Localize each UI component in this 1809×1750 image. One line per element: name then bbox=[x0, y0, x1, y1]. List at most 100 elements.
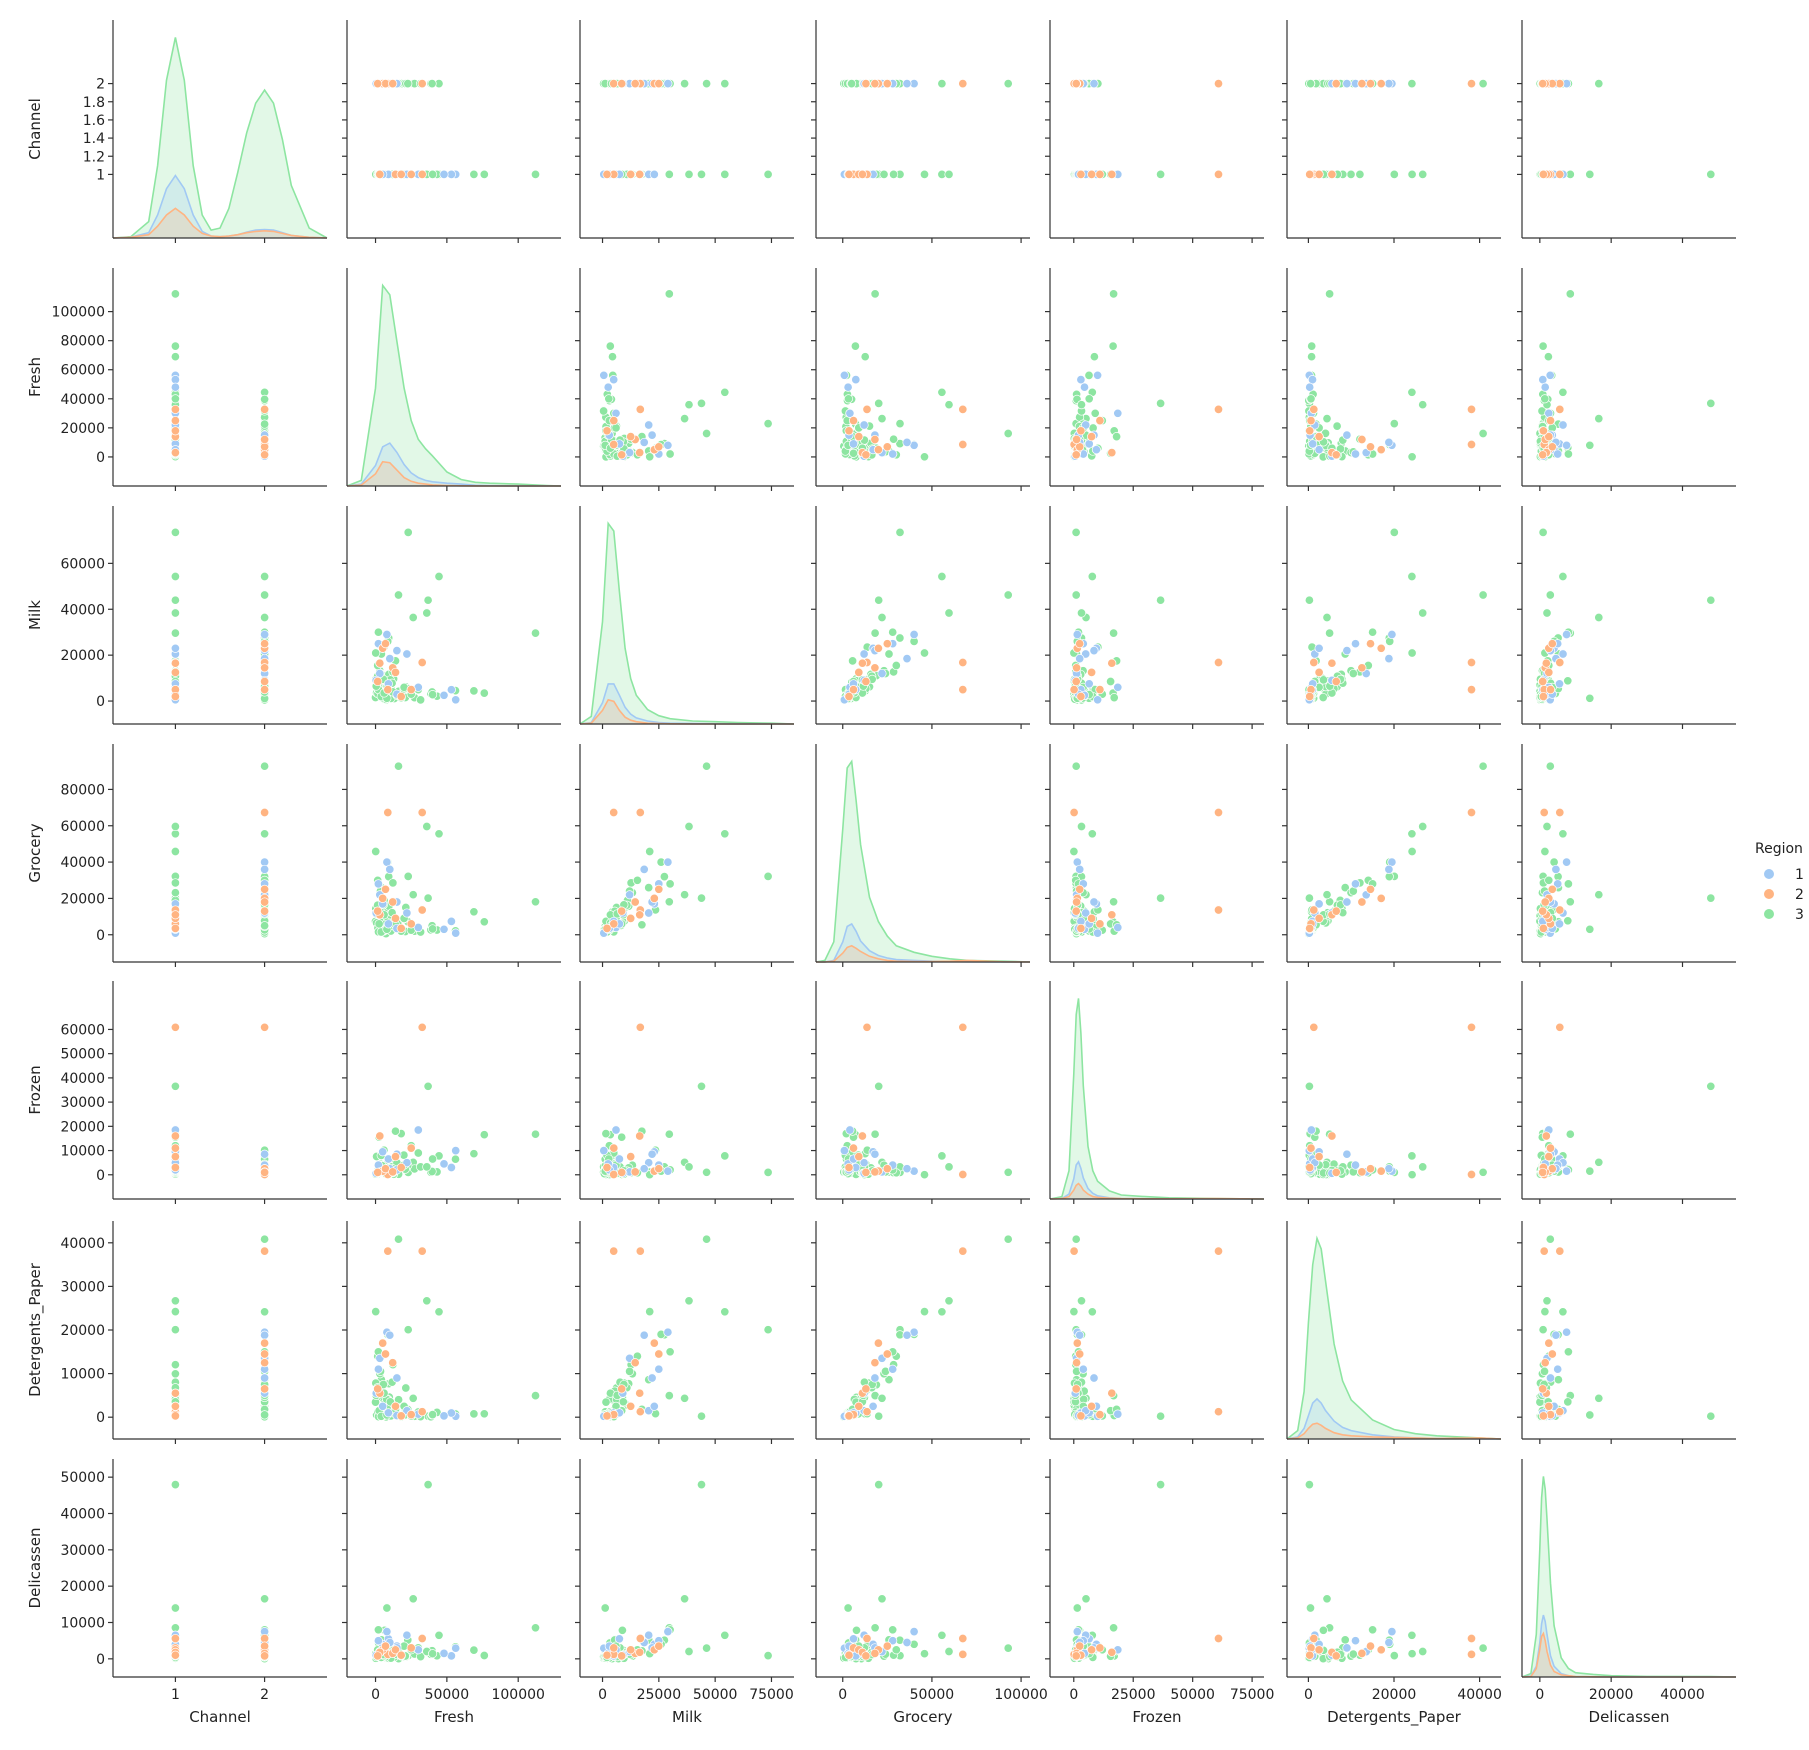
point-region-1 bbox=[1384, 437, 1394, 447]
point-region-3 bbox=[1407, 169, 1417, 179]
point-region-3 bbox=[665, 1347, 675, 1357]
point-region-3 bbox=[427, 79, 437, 89]
point-region-3 bbox=[874, 1081, 884, 1091]
point-region-2 bbox=[1365, 1164, 1376, 1174]
point-region-2 bbox=[390, 913, 401, 923]
point-region-3 bbox=[469, 1409, 479, 1419]
point-region-3 bbox=[1407, 1151, 1417, 1161]
point-region-2 bbox=[1309, 1022, 1319, 1032]
point-region-2 bbox=[870, 79, 880, 89]
point-region-2 bbox=[1538, 691, 1548, 702]
point-region-3 bbox=[879, 169, 889, 179]
x-tick-label: 50000 bbox=[1170, 1687, 1215, 1703]
point-region-3 bbox=[895, 419, 905, 429]
point-region-3 bbox=[1307, 341, 1317, 351]
point-region-2 bbox=[388, 1167, 398, 1177]
point-region-3 bbox=[884, 649, 894, 659]
point-region-1 bbox=[392, 1373, 402, 1383]
point-region-3 bbox=[870, 1623, 880, 1633]
point-region-2 bbox=[635, 1022, 645, 1032]
point-region-1 bbox=[260, 1330, 270, 1340]
point-region-1 bbox=[385, 1330, 395, 1340]
point-region-2 bbox=[406, 919, 416, 929]
point-region-3 bbox=[1538, 1325, 1548, 1335]
point-region-2 bbox=[873, 445, 883, 455]
point-region-3 bbox=[1076, 608, 1087, 618]
point-region-2 bbox=[626, 169, 636, 179]
point-region-1 bbox=[647, 1373, 657, 1383]
point-region-1 bbox=[413, 1125, 423, 1135]
point-region-2 bbox=[958, 657, 968, 668]
point-region-3 bbox=[684, 169, 694, 179]
point-region-1 bbox=[644, 908, 654, 918]
point-region-2 bbox=[1466, 1169, 1477, 1180]
point-region-2 bbox=[388, 897, 398, 907]
point-region-3 bbox=[696, 169, 707, 179]
point-region-3 bbox=[1585, 924, 1595, 934]
point-region-3 bbox=[1090, 408, 1100, 418]
point-region-2 bbox=[861, 1384, 871, 1394]
panel-Channel-vs-Fresh bbox=[342, 20, 561, 243]
point-region-2 bbox=[1544, 1152, 1554, 1162]
point-region-3 bbox=[422, 608, 432, 618]
y-tick-label: 60000 bbox=[60, 363, 105, 379]
point-region-2 bbox=[870, 1358, 880, 1368]
point-region-3 bbox=[1542, 608, 1552, 618]
point-region-3 bbox=[1109, 897, 1119, 907]
point-region-3 bbox=[618, 1397, 628, 1407]
point-region-1 bbox=[260, 1149, 270, 1159]
point-region-2 bbox=[1213, 905, 1224, 915]
point-region-3 bbox=[1538, 341, 1548, 351]
point-region-2 bbox=[1305, 169, 1315, 179]
point-region-3 bbox=[1542, 821, 1552, 832]
point-region-3 bbox=[260, 571, 270, 582]
point-region-3 bbox=[601, 1129, 611, 1139]
point-region-2 bbox=[417, 1022, 427, 1032]
point-region-2 bbox=[1376, 445, 1386, 455]
panel-Detergents_Paper-vs-Detergents_Paper bbox=[1286, 1221, 1502, 1444]
point-region-3 bbox=[170, 1480, 180, 1490]
point-region-3 bbox=[1087, 1307, 1097, 1317]
point-region-2 bbox=[848, 416, 859, 426]
point-region-2 bbox=[1547, 884, 1557, 894]
point-region-2 bbox=[1331, 1167, 1341, 1177]
point-region-1 bbox=[1075, 654, 1085, 664]
point-region-3 bbox=[413, 1148, 423, 1158]
point-region-3 bbox=[1418, 1162, 1428, 1172]
point-region-2 bbox=[609, 416, 619, 426]
point-region-3 bbox=[530, 169, 541, 179]
point-region-1 bbox=[1091, 445, 1101, 455]
point-region-2 bbox=[1466, 79, 1477, 89]
point-region-2 bbox=[626, 432, 636, 442]
point-region-3 bbox=[260, 1234, 270, 1244]
point-region-3 bbox=[843, 394, 854, 404]
point-region-2 bbox=[1076, 691, 1086, 702]
point-region-3 bbox=[664, 289, 674, 299]
point-region-2 bbox=[373, 906, 383, 916]
point-region-2 bbox=[1314, 169, 1324, 179]
point-region-2 bbox=[1072, 663, 1082, 673]
point-region-2 bbox=[1331, 450, 1341, 460]
point-region-2 bbox=[1544, 667, 1554, 677]
point-region-3 bbox=[1407, 846, 1417, 857]
point-region-3 bbox=[1109, 693, 1119, 703]
point-region-3 bbox=[843, 1603, 853, 1613]
point-region-2 bbox=[609, 1246, 619, 1256]
point-region-3 bbox=[720, 1630, 730, 1640]
point-region-3 bbox=[170, 1369, 180, 1379]
point-region-2 bbox=[1466, 1022, 1477, 1032]
y-tick-label: 80000 bbox=[60, 782, 105, 798]
point-region-3 bbox=[170, 394, 180, 404]
point-region-3 bbox=[684, 400, 694, 410]
point-region-3 bbox=[1542, 1296, 1552, 1306]
point-region-1 bbox=[1384, 1164, 1394, 1174]
point-region-2 bbox=[617, 906, 627, 916]
point-region-1 bbox=[663, 1627, 673, 1637]
point-region-2 bbox=[654, 884, 664, 894]
point-region-2 bbox=[1305, 426, 1315, 436]
point-region-1 bbox=[649, 1401, 659, 1411]
point-region-2 bbox=[260, 897, 270, 907]
point-region-2 bbox=[260, 1651, 270, 1661]
point-region-1 bbox=[888, 1364, 898, 1374]
